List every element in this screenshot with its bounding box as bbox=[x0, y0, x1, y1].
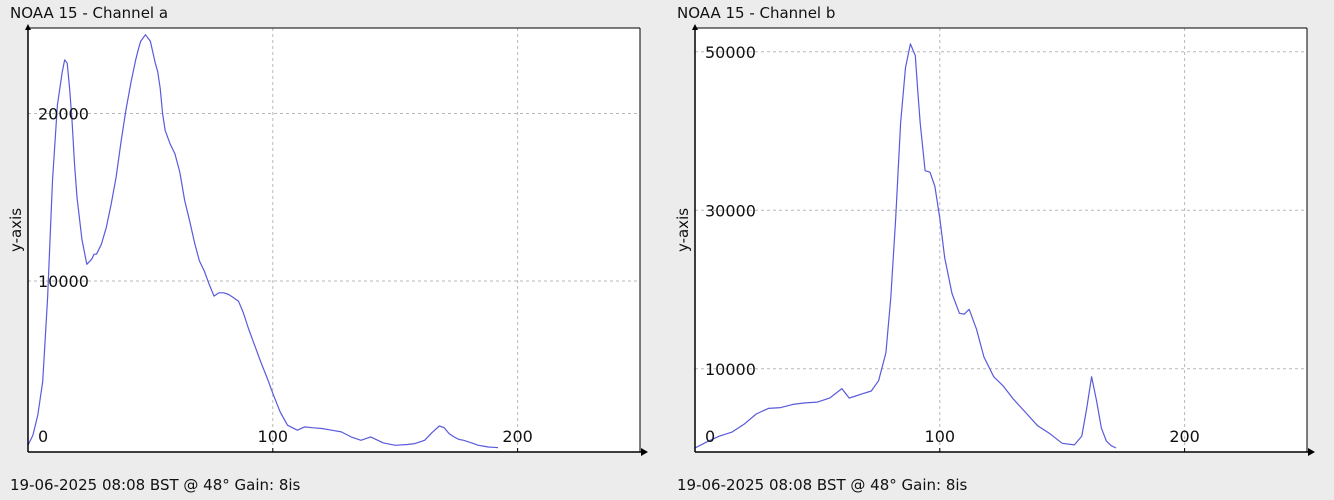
chart-title: NOAA 15 - Channel b bbox=[677, 4, 836, 22]
y-axis-arrow-icon bbox=[25, 24, 31, 30]
x-axis-arrow-icon bbox=[641, 448, 648, 456]
y-tick-label: 10000 bbox=[38, 272, 89, 291]
y-tick-label: 50000 bbox=[705, 43, 756, 62]
plot-area bbox=[28, 28, 640, 452]
y-tick-label: 20000 bbox=[38, 104, 89, 123]
chart-plot-a: 0 100 200 10000 20000 y-axis bbox=[7, 24, 648, 456]
y-axis-label: y-axis bbox=[674, 208, 692, 252]
chart-footer-timestamp: 19-06-2025 08:08 BST @ 48° Gain: 8is bbox=[10, 476, 301, 494]
chart-plot-b: 0 100 200 10000 30000 50000 y-axis bbox=[674, 24, 1315, 456]
x-tick-label: 200 bbox=[502, 427, 533, 446]
chart-panel-a: 0 100 200 10000 20000 y-axis NOAA 15 - Channe… bbox=[7, 4, 648, 494]
x-axis-arrow-icon bbox=[1308, 448, 1315, 456]
chart-footer-timestamp: 19-06-2025 08:08 BST @ 48° Gain: 8is bbox=[677, 476, 968, 494]
y-axis-label: y-axis bbox=[7, 208, 25, 252]
y-axis-arrow-icon bbox=[692, 24, 698, 30]
plot-area bbox=[695, 28, 1307, 452]
series-line bbox=[27, 34, 499, 449]
x-tick-label: 0 bbox=[38, 427, 48, 446]
x-tick-label: 200 bbox=[1169, 427, 1200, 446]
y-tick-label: 30000 bbox=[705, 201, 756, 220]
chart-panel-b: 0 100 200 10000 30000 50000 y-axis NOAA 15 - C… bbox=[667, 0, 1334, 500]
x-tick-label: 100 bbox=[925, 427, 956, 446]
y-tick-label: 10000 bbox=[705, 360, 756, 379]
x-tick-label: 0 bbox=[705, 427, 715, 446]
series-line bbox=[694, 43, 1117, 449]
chart-title: NOAA 15 - Channel a bbox=[10, 4, 169, 22]
x-tick-label: 100 bbox=[258, 427, 289, 446]
